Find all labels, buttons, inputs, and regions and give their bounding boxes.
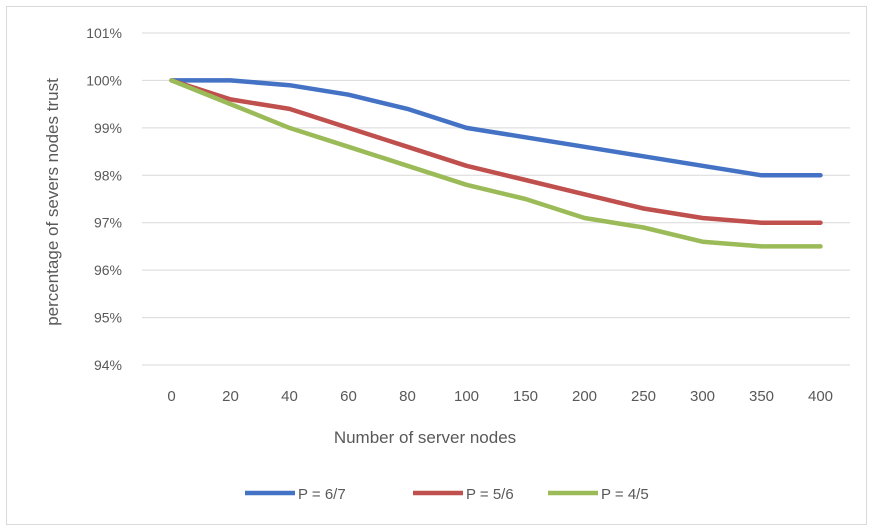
chart-frame	[6, 6, 867, 525]
y-tick-label: 96%	[94, 262, 122, 278]
y-tick-label: 94%	[94, 357, 122, 373]
gridlines	[142, 32, 850, 366]
y-tick-label: 99%	[94, 120, 122, 136]
legend: P = 6/7 P = 5/6 P = 4/5	[245, 486, 649, 503]
legend-label: P = 4/5	[601, 486, 649, 503]
x-tick-label: 40	[281, 388, 298, 405]
x-tick-label: 150	[513, 388, 538, 405]
x-tick-label: 60	[340, 388, 357, 405]
y-axis-ticks: 94% 95% 96% 97% 98% 99% 100% 101%	[86, 25, 122, 373]
series-line-0	[169, 78, 823, 178]
x-tick-label: 400	[808, 388, 833, 405]
y-axis-label: percentage of severs nodes trust	[43, 78, 62, 326]
series-line-1	[169, 78, 823, 225]
x-tick-label: 250	[631, 388, 656, 405]
x-tick-label: 0	[167, 388, 175, 405]
x-axis-ticks: 0 20 40 60 80 100 150 200 250 300 350 400	[167, 388, 833, 405]
x-tick-label: 350	[749, 388, 774, 405]
x-tick-label: 200	[572, 388, 597, 405]
legend-label: P = 6/7	[298, 486, 346, 503]
x-tick-label: 100	[454, 388, 479, 405]
x-tick-label: 80	[399, 388, 416, 405]
x-axis-label: Number of server nodes	[334, 428, 516, 447]
x-tick-label: 20	[222, 388, 239, 405]
y-tick-label: 97%	[94, 215, 122, 231]
series-line-2	[169, 78, 823, 249]
y-tick-label: 101%	[86, 25, 122, 41]
legend-label: P = 5/6	[466, 486, 514, 503]
y-tick-label: 98%	[94, 167, 122, 183]
x-tick-label: 300	[690, 388, 715, 405]
series-lines	[169, 78, 823, 249]
y-tick-label: 100%	[86, 72, 122, 88]
y-tick-label: 95%	[94, 310, 122, 326]
